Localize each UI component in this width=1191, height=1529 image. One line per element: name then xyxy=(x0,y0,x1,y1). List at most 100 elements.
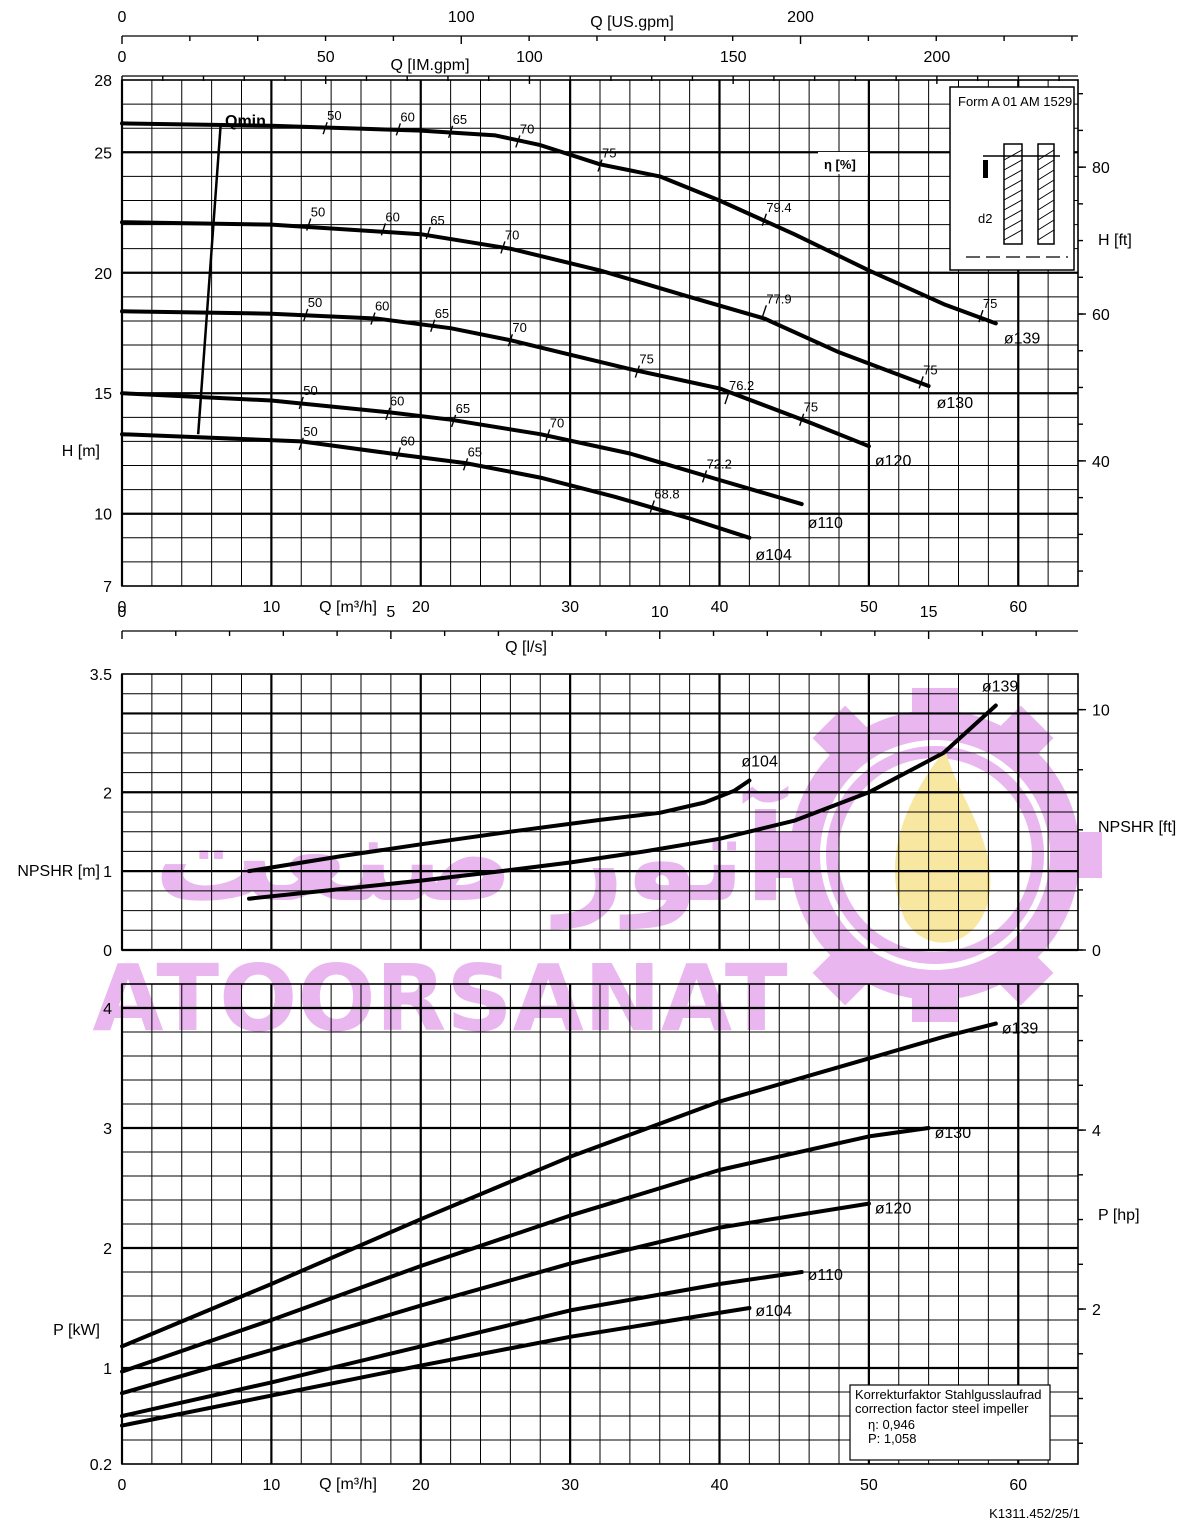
correction-line-1: Korrekturfaktor Stahlgusslaufrad xyxy=(855,1387,1041,1402)
efficiency-tick xyxy=(425,226,431,240)
head-y2-axis-label: H [ft] xyxy=(1098,232,1132,249)
impeller-inset: Form A 01 AM 1529 d2 xyxy=(949,86,1075,271)
im-gpm-axis-tick-label: 150 xyxy=(720,49,747,66)
head-y-axis-label: H [m] xyxy=(62,443,100,460)
power-y-tick-label: 1 xyxy=(103,1361,112,1378)
hatch-line xyxy=(1037,179,1055,191)
hatch-line xyxy=(1003,229,1023,241)
head-series-label: ø110 xyxy=(808,515,843,532)
npsh-y2-tick-label: 10 xyxy=(1092,703,1110,720)
head-x-tick-label: 50 xyxy=(860,599,878,616)
power-x-tick-label: 60 xyxy=(1009,1477,1027,1494)
efficiency-label: 65 xyxy=(456,401,470,416)
npsh-frame xyxy=(121,673,1079,951)
efficiency-label: 60 xyxy=(400,109,414,124)
efficiency-tick xyxy=(447,125,454,139)
hatch-line xyxy=(1003,189,1023,201)
efficiency-label: 68.8 xyxy=(654,486,679,501)
head-y2-tick-label: 40 xyxy=(1092,454,1110,471)
efficiency-tick xyxy=(701,470,708,483)
efficiency-label: 50 xyxy=(303,383,317,398)
correction-box-frame xyxy=(849,1384,1051,1461)
qmin-line xyxy=(196,125,222,435)
head-series-label: ø130 xyxy=(937,395,974,412)
im-gpm-axis-tick-label: 100 xyxy=(516,49,543,66)
power-y-tick-label: 2 xyxy=(103,1241,112,1258)
efficiency-label: 50 xyxy=(311,205,325,220)
efficiency-label: 70 xyxy=(520,121,534,136)
power-y-tick-label: 3 xyxy=(103,1121,112,1138)
figure-id: K1311.452/25/1 xyxy=(989,1506,1080,1521)
impeller-right-wall xyxy=(1037,143,1055,245)
efficiency-label: 76.2 xyxy=(729,378,754,393)
head-x-tick-label: 20 xyxy=(412,599,430,616)
efficiency-tick xyxy=(298,437,304,451)
im-gpm-axis-label: Q [IM.gpm] xyxy=(390,57,469,74)
efficiency-tick xyxy=(430,319,436,332)
efficiency-label: 70 xyxy=(550,415,564,430)
power-curve-d120 xyxy=(120,1201,871,1396)
efficiency-label: 77.9 xyxy=(766,291,791,306)
efficiency-label: 60 xyxy=(390,394,404,409)
eta-label-bg xyxy=(818,152,868,174)
head-x-tick-label: 60 xyxy=(1009,599,1027,616)
correction-p: P: 1,058 xyxy=(868,1431,916,1446)
efficiency-tick xyxy=(515,135,521,148)
im-gpm-axis-tick-label: 0 xyxy=(118,49,127,66)
hatch-line xyxy=(1037,209,1055,221)
power-series-label: ø104 xyxy=(755,1303,792,1320)
efficiency-tick xyxy=(303,308,309,322)
head-x-tick-label: 30 xyxy=(561,599,579,616)
hatch-line xyxy=(1003,209,1023,221)
efficiency-label: 50 xyxy=(308,295,322,310)
ls-axis-tick-label: 15 xyxy=(920,604,938,621)
efficiency-tick xyxy=(978,309,984,323)
efficiency-tick xyxy=(298,396,304,410)
hatch-line xyxy=(1003,219,1023,231)
ls-axis-tick-label: 5 xyxy=(386,604,395,621)
efficiency-tick xyxy=(545,429,551,442)
efficiency-label: 75 xyxy=(602,146,616,161)
head-x-tick-label: 0 xyxy=(118,599,127,616)
npsh-y2-tick-label: 0 xyxy=(1092,943,1101,960)
efficiency-tick xyxy=(761,213,767,226)
efficiency-label: 70 xyxy=(512,320,526,335)
efficiency-label: 60 xyxy=(375,299,389,314)
power-series-label: ø130 xyxy=(935,1125,972,1142)
head-series-label: ø104 xyxy=(755,547,792,564)
efficiency-label: 72.2 xyxy=(707,456,732,471)
power-x-tick-label: 50 xyxy=(860,1477,878,1494)
power-series-label: ø139 xyxy=(1002,1021,1039,1038)
head-curve-d120 xyxy=(120,309,871,449)
efficiency-label: 60 xyxy=(385,209,399,224)
power-y-tick-label: 4 xyxy=(103,1001,112,1018)
head-curve-d130 xyxy=(120,220,931,388)
correction-factor-box: Korrekturfaktor Stahlgusslaufradcorrecti… xyxy=(849,1384,1051,1461)
head-y-tick-label: 25 xyxy=(94,145,112,162)
ls-axis-tick-label: 10 xyxy=(651,604,669,621)
head-y2-tick-label: 60 xyxy=(1092,307,1110,324)
hatch-line xyxy=(1003,199,1023,211)
qmin-label: Qmin xyxy=(225,113,266,130)
hatch-line xyxy=(1037,159,1055,171)
efficiency-tick xyxy=(724,391,730,405)
hatch-line xyxy=(1037,229,1055,241)
power-x-tick-label: 40 xyxy=(711,1477,729,1494)
head-x-tick-label: 10 xyxy=(262,599,280,616)
efficiency-label: 60 xyxy=(400,433,414,448)
head-y-tick-label: 10 xyxy=(94,507,112,524)
npsh-y-tick-label: 3.5 xyxy=(90,667,112,684)
us-gpm-axis-label: Q [US.gpm] xyxy=(590,14,674,31)
power-x-tick-label: 0 xyxy=(118,1477,127,1494)
efficiency-tick xyxy=(322,121,328,135)
head-y-tick-label: 7 xyxy=(103,579,112,596)
head-series-label: ø139 xyxy=(1004,330,1041,347)
head-curve-d139 xyxy=(120,121,998,326)
inset-frame xyxy=(949,86,1075,271)
hatch-line xyxy=(1037,199,1055,211)
correction-eta: η: 0,946 xyxy=(868,1417,915,1432)
efficiency-label: 65 xyxy=(468,444,482,459)
power-y-axis-label: P [kW] xyxy=(53,1322,100,1339)
npsh-y-tick-label: 0 xyxy=(103,943,112,960)
